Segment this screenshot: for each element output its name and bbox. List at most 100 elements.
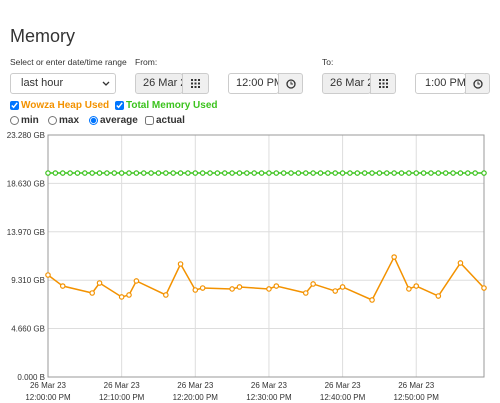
data-point <box>192 287 199 293</box>
data-point <box>59 170 66 176</box>
data-point <box>52 170 59 176</box>
data-point <box>339 170 346 176</box>
x-tick-label: 26 Mar 23 <box>325 381 362 390</box>
legend-label: Wowza Heap Used <box>21 100 110 111</box>
x-tick-label: 12:40:00 PM <box>320 393 366 402</box>
from-label: From: <box>135 57 158 67</box>
legend-checkbox[interactable] <box>10 101 19 110</box>
dropdown-arrow <box>102 81 110 86</box>
data-point <box>310 170 316 176</box>
data-point <box>199 285 206 291</box>
x-tick-label: 26 Mar 23 <box>104 381 141 390</box>
actual-option: actual <box>145 115 185 126</box>
data-point <box>332 170 339 176</box>
data-point <box>74 170 81 176</box>
mode-label: min <box>21 115 39 126</box>
range-select[interactable]: last hour <box>10 73 116 94</box>
mode-label: max <box>59 115 80 126</box>
data-point <box>45 272 51 278</box>
data-point <box>111 170 118 176</box>
grid-icon <box>191 79 200 88</box>
data-point <box>163 292 169 298</box>
y-tick-label: 0.000 B <box>17 373 45 382</box>
legend-item: Total Memory Used <box>115 100 218 111</box>
x-tick-label: 12:30:00 PM <box>246 393 292 402</box>
data-point <box>339 284 346 290</box>
actual-label: actual <box>156 115 185 126</box>
x-tick-label: 26 Mar 23 <box>251 381 288 390</box>
range-label: Select or enter date/time range <box>10 57 127 67</box>
mode-radio[interactable] <box>89 116 98 125</box>
data-point <box>59 283 66 289</box>
from-time-button[interactable] <box>278 73 303 94</box>
data-point <box>347 170 353 176</box>
data-point <box>266 170 272 176</box>
data-point <box>457 260 464 266</box>
page-title: Memory <box>10 26 76 46</box>
to-time[interactable]: 1:00 PM <box>415 73 466 94</box>
to-label: To: <box>322 57 334 67</box>
data-point <box>140 170 147 176</box>
data-point <box>391 170 397 176</box>
data-point <box>244 170 250 176</box>
data-point <box>251 170 258 176</box>
data-point <box>481 285 487 291</box>
data-point <box>155 170 162 176</box>
data-point <box>273 283 280 289</box>
legend: Wowza Heap Used Total Memory Used <box>10 100 500 112</box>
from-date-button[interactable] <box>182 73 209 94</box>
plot-border <box>47 134 485 378</box>
chart: 0.000 B 4.660 GB 9.310 GB 13.970 GB 18.630 G… <box>7 131 487 402</box>
data-point <box>89 290 95 296</box>
data-point <box>214 170 221 176</box>
data-point <box>369 297 375 303</box>
data-point <box>236 284 243 290</box>
data-point <box>229 286 235 292</box>
data-point <box>413 283 420 289</box>
data-point <box>118 294 125 300</box>
data-point <box>457 170 464 176</box>
y-tick-label: 23.280 GB <box>7 131 45 140</box>
data-point <box>45 170 51 176</box>
data-point <box>383 170 390 176</box>
data-point <box>310 281 316 287</box>
data-point <box>126 170 132 176</box>
data-point <box>464 170 471 176</box>
data-point <box>481 170 487 176</box>
data-point <box>185 170 191 176</box>
legend-checkbox[interactable] <box>115 101 124 110</box>
data-point <box>428 170 434 176</box>
mode-option: average <box>89 115 138 126</box>
data-point <box>332 288 339 294</box>
from-date[interactable]: 26 Mar 2 <box>135 73 183 94</box>
data-point <box>288 170 294 176</box>
data-point <box>221 170 228 176</box>
data-point <box>413 170 420 176</box>
x-tick-label: 26 Mar 23 <box>30 381 67 390</box>
x-tick-label: 26 Mar 23 <box>398 381 435 390</box>
data-point <box>398 170 405 176</box>
mode-radio[interactable] <box>10 116 19 125</box>
y-tick-label: 4.660 GB <box>11 325 45 334</box>
data-point <box>67 170 73 176</box>
actual-checkbox[interactable] <box>145 116 154 125</box>
to-time-button[interactable] <box>465 73 490 94</box>
to-date-button[interactable] <box>370 73 396 94</box>
data-point <box>302 290 309 296</box>
data-point <box>258 170 265 176</box>
data-point <box>199 170 206 176</box>
from-time[interactable]: 12:00 PM <box>228 73 279 94</box>
mode-options: min max average actual <box>10 115 500 127</box>
data-point <box>420 170 427 176</box>
data-point <box>236 170 243 176</box>
data-point <box>133 170 140 176</box>
data-point <box>89 170 95 176</box>
mode-radio[interactable] <box>48 116 57 125</box>
to-date[interactable]: 26 Mar 2 <box>322 73 371 94</box>
data-point <box>376 170 383 176</box>
data-point <box>104 170 110 176</box>
x-tick-label: 26 Mar 23 <box>177 381 214 390</box>
data-point <box>170 170 177 176</box>
data-point <box>325 170 331 176</box>
